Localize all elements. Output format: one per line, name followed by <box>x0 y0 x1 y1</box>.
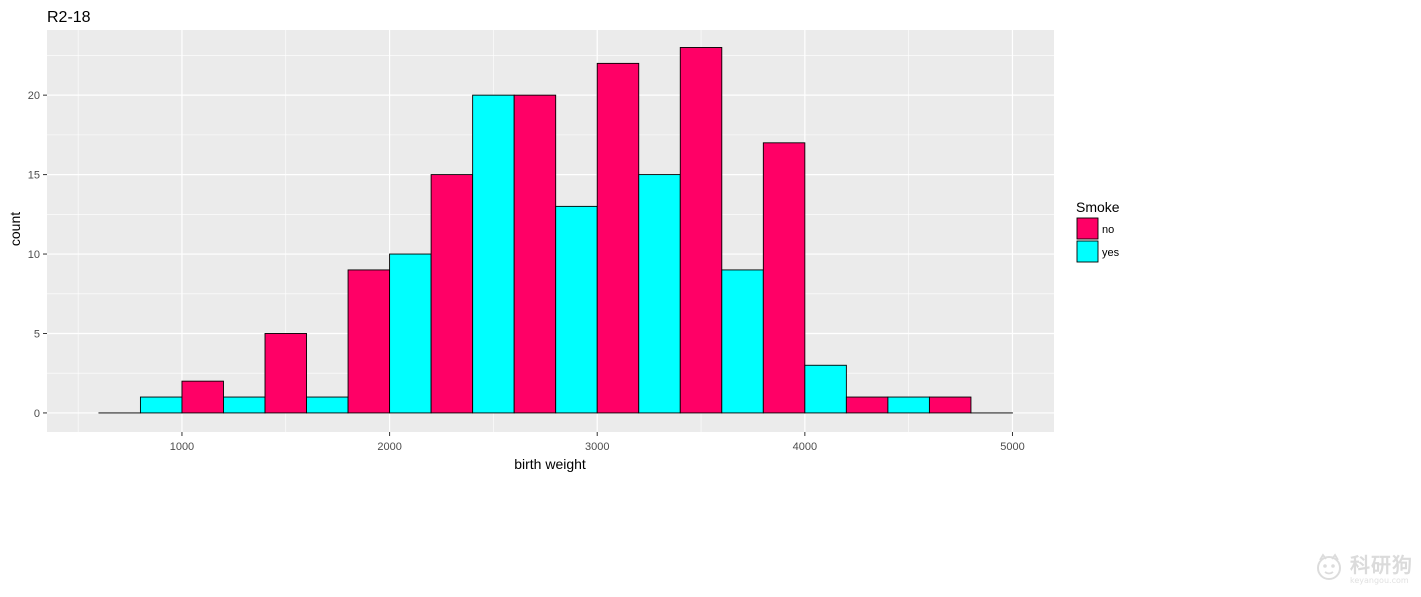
x-tick-label: 1000 <box>170 441 194 453</box>
histogram-bar-yes <box>306 396 349 414</box>
histogram-bar-yes <box>139 396 183 414</box>
x-tick-label: 5000 <box>1000 441 1024 453</box>
histogram-bar-no <box>679 47 723 414</box>
dog-face-icon <box>1314 552 1344 587</box>
histogram-bar-no <box>513 94 557 414</box>
histogram-bar-yes <box>472 94 515 414</box>
histogram-bar-yes <box>223 396 266 414</box>
x-tick-label: 2000 <box>377 441 401 453</box>
y-tick-label: 10 <box>28 249 40 261</box>
y-axis-ticks: 0 5 10 15 20 <box>28 90 47 420</box>
watermark-brand: 科研狗 <box>1350 552 1413 577</box>
legend-title: Smoke <box>1076 199 1120 215</box>
legend-key-no <box>1076 217 1099 240</box>
histogram-bar-no <box>845 396 889 414</box>
watermark-url: keyangou.com <box>1350 575 1409 585</box>
y-tick-label: 20 <box>28 90 40 102</box>
histogram-bars <box>98 47 1013 414</box>
legend-label-yes: yes <box>1102 247 1120 259</box>
histogram-bar-yes <box>804 364 847 414</box>
histogram-bar-no <box>596 62 640 414</box>
histogram-bar-no <box>762 142 806 414</box>
histogram-bar-no <box>347 269 391 414</box>
histogram-bar-yes <box>638 174 681 414</box>
y-tick-label: 0 <box>34 408 40 420</box>
x-axis-ticks: 1000 2000 3000 4000 5000 <box>170 432 1025 453</box>
histogram-bar-yes <box>555 205 598 414</box>
histogram-bar-yes <box>721 269 764 414</box>
histogram-bar-no <box>430 174 474 414</box>
y-tick-label: 5 <box>34 328 40 340</box>
histogram-bar-yes <box>389 253 432 414</box>
legend-key-yes <box>1076 240 1099 263</box>
legend-label-no: no <box>1102 224 1114 236</box>
histogram-bar-yes <box>887 396 930 414</box>
x-tick-label: 4000 <box>793 441 817 453</box>
histogram-bar-no <box>181 380 224 414</box>
chart-title: R2-18 <box>47 9 91 26</box>
histogram-bar-no <box>928 396 972 414</box>
watermark: 科研狗 keyangou.com <box>1314 552 1413 587</box>
x-tick-label: 3000 <box>585 441 609 453</box>
legend: Smoke no yes <box>1076 199 1120 263</box>
histogram-bar-no <box>264 333 307 414</box>
y-axis-title: count <box>7 212 23 246</box>
y-tick-label: 15 <box>28 170 40 182</box>
x-axis-title: birth weight <box>514 456 586 472</box>
